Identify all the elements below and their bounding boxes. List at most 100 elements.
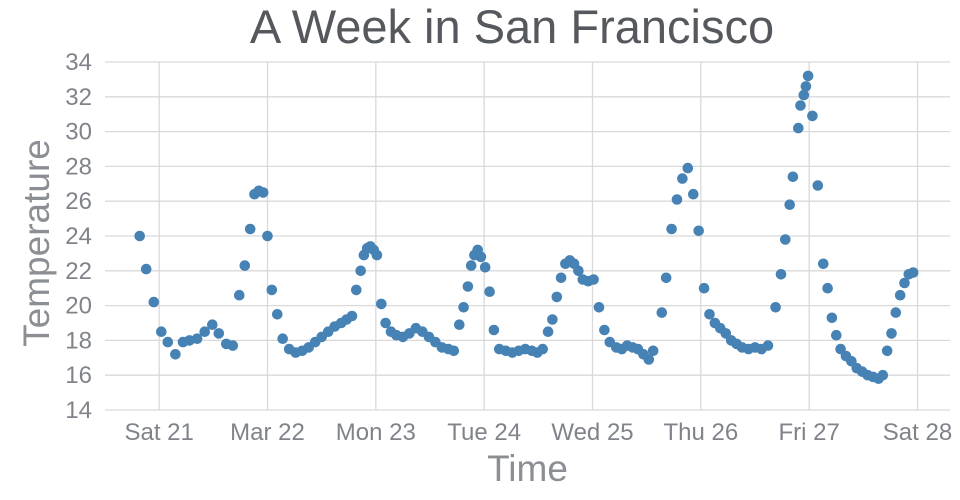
scatter-point: [458, 302, 469, 313]
scatter-point: [207, 319, 218, 331]
scatter-point: [244, 223, 256, 235]
scatter-point: [555, 272, 567, 284]
scatter-point: [593, 302, 605, 313]
scatter-point: [704, 309, 715, 320]
scatter-point: [488, 324, 500, 336]
scatter-point: [162, 336, 174, 348]
scatter-point: [890, 307, 902, 318]
scatter-point: [802, 70, 814, 82]
scatter-point: [465, 260, 477, 271]
scatter-point: [894, 289, 906, 301]
scatter-point: [148, 296, 160, 308]
y-tick-label: 26: [65, 188, 92, 215]
scatter-point: [140, 263, 152, 275]
scatter-point: [795, 100, 806, 111]
scatter-point: [542, 326, 554, 338]
scatter-point: [448, 345, 460, 357]
y-tick-label: 22: [65, 258, 92, 285]
scatter-point: [666, 223, 677, 235]
scatter-point: [812, 180, 824, 191]
x-tick-label: Mar 22: [230, 419, 305, 446]
scatter-point: [479, 262, 491, 273]
scatter-point: [266, 284, 278, 296]
scatter-point: [800, 81, 812, 92]
scatter-point: [793, 122, 804, 134]
scatter-point: [537, 343, 548, 355]
scatter-point: [656, 307, 668, 318]
scatter-point: [475, 251, 487, 263]
scatter-point: [881, 345, 893, 357]
scatter-point: [660, 272, 672, 284]
scatter-point: [156, 326, 167, 338]
scatter-point: [643, 354, 655, 365]
x-axis-label: Time: [487, 448, 568, 489]
scatter-point: [775, 269, 787, 280]
scatter-point: [380, 317, 391, 329]
scatter-point: [647, 345, 659, 357]
x-tick-label: Thu 26: [663, 419, 738, 446]
scatter-point: [191, 333, 203, 345]
scatter-point: [346, 310, 358, 322]
y-tick-label: 34: [65, 49, 92, 76]
scatter-point: [671, 194, 683, 205]
scatter-point: [780, 234, 791, 245]
scatter-point: [877, 369, 889, 381]
scatter-point: [682, 162, 694, 174]
scatter-point: [484, 286, 495, 298]
scatter-point: [213, 328, 225, 339]
scatter-point: [688, 188, 699, 200]
scatter-point: [239, 260, 251, 271]
scatter-point: [227, 340, 239, 351]
x-tick-label: Wed 25: [551, 419, 633, 446]
x-tick-label: Mon 23: [336, 419, 416, 446]
scatter-point: [351, 284, 362, 296]
y-tick-label: 20: [65, 293, 92, 320]
y-tick-label: 32: [65, 84, 92, 111]
scatter-point: [257, 187, 269, 198]
scatter-point: [454, 319, 465, 331]
y-tick-label: 18: [65, 327, 92, 354]
scatter-point: [371, 249, 383, 261]
scatter-point: [762, 340, 774, 351]
scatter-point: [787, 171, 799, 183]
scatter-point: [798, 89, 810, 101]
y-tick-label: 14: [65, 397, 92, 424]
scatter-point: [234, 289, 245, 301]
scatter-point: [818, 258, 829, 270]
y-tick-label: 28: [65, 153, 92, 180]
scatter-point: [462, 281, 474, 292]
chart-title: A Week in San Francisco: [249, 0, 775, 53]
x-tick-label: Tue 24: [447, 419, 521, 446]
scatter-point: [262, 230, 273, 242]
scatter-point: [199, 326, 210, 338]
scatter-point: [588, 274, 599, 285]
scatter-point: [677, 173, 688, 184]
x-tick-label: Sat 21: [124, 419, 193, 446]
scatter-point: [784, 199, 795, 210]
scatter-point: [376, 298, 387, 310]
scatter-point: [551, 291, 563, 303]
scatter-point: [573, 265, 584, 277]
y-tick-label: 16: [65, 362, 92, 389]
scatter-point: [886, 328, 897, 339]
scatter-point: [547, 314, 558, 325]
scatter-point: [134, 230, 145, 242]
x-tick-label: Sat 28: [883, 419, 952, 446]
scatter-point: [693, 225, 704, 237]
scatter-point: [831, 329, 842, 341]
scatter-point: [770, 302, 781, 313]
y-tick-label: 30: [65, 119, 92, 146]
scatter-point: [170, 349, 181, 360]
scatter-point: [899, 277, 910, 289]
scatter-point: [907, 267, 919, 278]
y-tick-label: 24: [65, 223, 92, 250]
scatter-point: [698, 282, 710, 294]
scatter-point: [599, 324, 610, 336]
scatter-point: [822, 282, 833, 294]
scatter-point: [355, 265, 367, 277]
scatter-point: [826, 312, 838, 324]
x-tick-label: Fri 27: [778, 419, 839, 446]
scatter-point: [272, 309, 283, 320]
